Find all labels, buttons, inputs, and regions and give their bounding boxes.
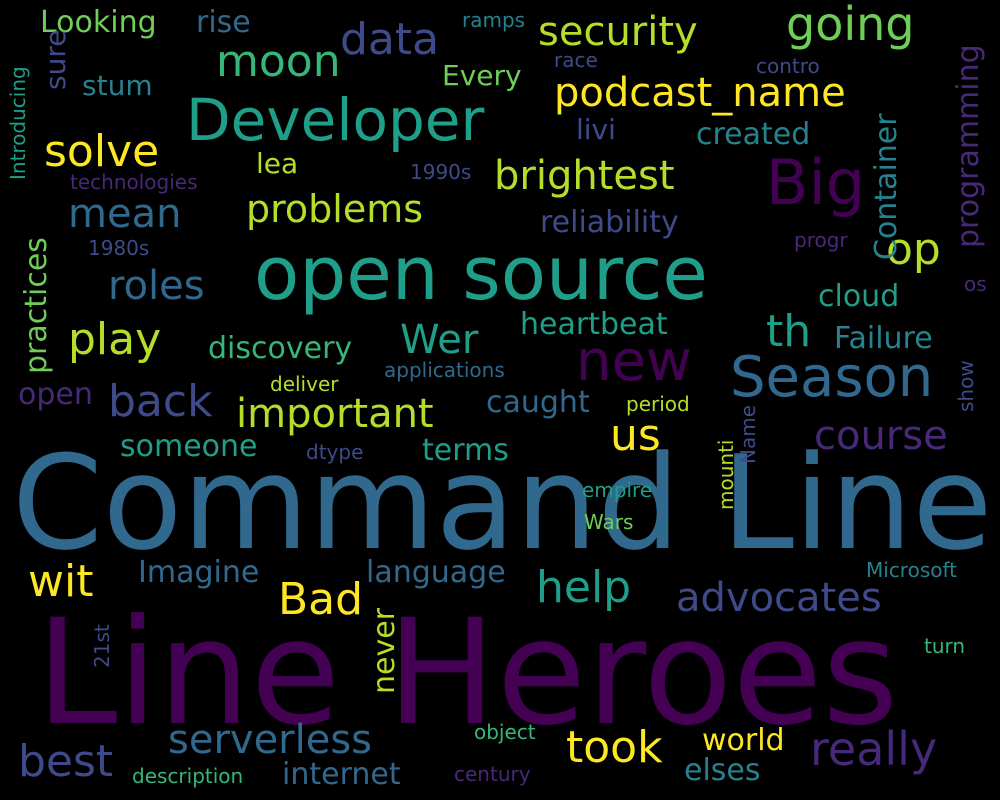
word-applications: applications [384, 358, 505, 382]
word-data: data [340, 14, 440, 65]
word-roles: roles [108, 263, 205, 309]
word-internet: internet [282, 757, 401, 792]
word-op: op [886, 224, 941, 275]
word-solve: solve [44, 126, 160, 177]
word-stum: stum [82, 69, 153, 102]
word-os: os [964, 272, 987, 296]
word-back: back [108, 376, 213, 427]
word-container: Container [869, 113, 904, 260]
word-new: new [576, 329, 692, 394]
word-serverless: serverless [168, 717, 373, 763]
word-big: Big [766, 146, 866, 219]
word-turn: turn [924, 634, 966, 658]
word-dtype: dtype [306, 440, 364, 464]
word-developer: Developer [186, 86, 485, 154]
word-show: show [954, 360, 978, 412]
word-reliability: reliability [540, 205, 679, 240]
word-never: never [367, 607, 402, 694]
word-elses: elses [684, 753, 761, 788]
word-century: century [454, 762, 531, 786]
word-wars: Wars [584, 510, 634, 534]
word-sure: sure [39, 29, 72, 90]
word-looking: Looking [40, 5, 157, 40]
word-podcast-name: podcast_name [554, 70, 846, 116]
word-mounti: mounti [714, 439, 738, 510]
word-livi: livi [576, 113, 616, 146]
word-created: created [696, 117, 811, 152]
word-programming: programming [951, 44, 986, 248]
word-season: Season [730, 345, 934, 410]
word-failure: Failure [834, 321, 933, 356]
word-moon: moon [216, 36, 341, 87]
word-line-heroes: Line Heroes [36, 588, 899, 758]
word-deliver: deliver [270, 372, 339, 396]
word-1980s: 1980s [88, 236, 150, 260]
word-best: best [18, 736, 114, 787]
word-name: Name [736, 404, 760, 464]
word-play: play [68, 314, 162, 365]
word-advocates: advocates [676, 575, 882, 621]
word-really: really [810, 722, 938, 776]
word-every: Every [442, 59, 522, 92]
word-terms: terms [422, 433, 509, 468]
word-microsoft: Microsoft [866, 558, 958, 582]
word-wer: Wer [400, 317, 479, 363]
word-wit: wit [28, 556, 94, 607]
word-imagine: Imagine [138, 555, 260, 590]
word-security: security [538, 9, 698, 55]
word-race: race [554, 48, 598, 72]
word-brightest: brightest [494, 153, 675, 199]
word-contro: contro [756, 54, 820, 78]
word-heartbeat: heartbeat [520, 307, 668, 342]
word-empire: empire [582, 478, 653, 502]
word-open-small: open [18, 377, 93, 412]
word-us: us [610, 410, 661, 461]
word-progr: progr [794, 228, 848, 252]
word-21st: 21st [90, 624, 114, 668]
word-ramps: ramps [462, 8, 526, 32]
word-open-source: open source [254, 231, 708, 317]
word-world: world [702, 723, 785, 758]
word-object: object [474, 720, 536, 744]
word-language: language [366, 555, 506, 590]
word-technologies: technologies [70, 170, 198, 194]
word-description: description [132, 764, 244, 788]
word-1990s: 1990s [410, 160, 472, 184]
word-problems: problems [246, 187, 424, 231]
word-mean: mean [68, 191, 182, 237]
word-course: course [814, 413, 948, 459]
word-help: help [536, 562, 632, 613]
word-introducing: Introducing [6, 66, 30, 180]
word-rise: rise [196, 5, 251, 40]
word-command-line: Command Line [12, 427, 993, 579]
word-important: important [236, 391, 434, 437]
word-caught: caught [486, 385, 590, 420]
word-discovery: discovery [208, 331, 353, 366]
word-going: going [786, 0, 915, 51]
word-took: took [566, 722, 663, 773]
word-someone: someone [120, 429, 258, 464]
word-period: period [626, 392, 690, 416]
word-cloud: cloud [818, 279, 900, 314]
word-practices: practices [19, 237, 54, 374]
word-th: th [766, 306, 812, 357]
word-bad: Bad [278, 574, 364, 625]
word-lea: lea [256, 147, 299, 180]
